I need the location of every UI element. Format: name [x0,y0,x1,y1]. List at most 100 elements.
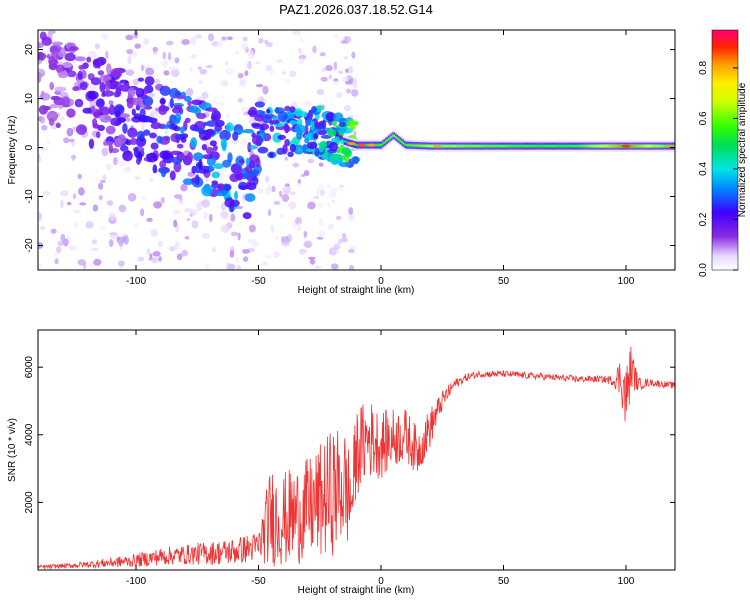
heatmap-cell [220,211,229,219]
heatmap-cell [190,137,198,148]
heatmap-cell [61,96,71,107]
heatmap-cell [242,212,252,220]
heatmap-cell [321,155,329,160]
heatmap-cell [271,185,276,193]
heatmap-cell [303,170,310,177]
heatmap-cell [201,232,211,239]
heatmap-cell [126,49,134,55]
heatmap-cell [186,87,194,97]
heatmap-cell [226,36,233,41]
heatmap-cell [321,67,326,72]
heatmap-cell [496,144,499,148]
heatmap-cell [203,211,208,220]
heatmap-cell [137,77,144,82]
heatmap-cell [40,90,45,99]
heatmap-cell [442,144,444,148]
heatmap-cell [173,209,178,214]
heatmap-cell [289,144,296,153]
heatmap-cell [633,144,636,148]
heatmap-cell [69,46,79,51]
heatmap-cell [327,129,337,137]
heatmap-cell [101,147,109,157]
heatmap-cell [483,144,486,148]
heatmap-cell [431,144,434,148]
heatmap-cell [487,144,490,148]
heatmap-cell [294,124,306,134]
heatmap-cell [198,159,203,170]
heatmap-cell [170,150,182,156]
heatmap-cell [499,144,502,148]
heatmap-cell [173,219,178,228]
heatmap-cell [546,144,549,148]
heatmap-cell [540,144,543,148]
heatmap-cell [601,144,603,148]
heatmap-cell [489,144,492,148]
heatmap-cell [352,156,359,165]
heatmap-cell [348,207,354,215]
colorbar-tick-label: 0.4 [698,162,709,176]
heatmap-cell [349,120,356,131]
heatmap-cell [505,144,508,148]
heatmap-cell [205,147,214,155]
heatmap-cell [38,72,42,83]
heatmap-cell [642,144,644,148]
heatmap-cell [282,71,286,75]
heatmap-cell [60,200,64,209]
heatmap-cell [270,224,275,233]
heatmap-cell [521,144,524,148]
heatmap-cell [201,185,213,197]
heatmap-cell [242,129,255,134]
heatmap-cell [328,223,335,230]
heatmap-cell [202,135,212,140]
heatmap-cell [242,249,250,254]
heatmap-cell [331,199,336,203]
heatmap-cell [202,121,208,127]
heatmap-cell [166,40,174,46]
heatmap-cell [297,222,302,230]
heatmap-cell [230,213,236,222]
heatmap-cell [240,106,249,112]
heatmap-cell [392,134,395,137]
heatmap-cell [300,111,308,118]
y-tick-label: -10 [24,189,35,204]
heatmap-cell [481,144,484,148]
heatmap-cell [474,144,477,148]
heatmap-cell [545,144,547,148]
heatmap-cell [136,130,145,140]
heatmap-cell [126,99,134,109]
heatmap-cell [79,202,87,206]
heatmap-cell [135,136,147,147]
heatmap-cell [243,256,249,263]
heatmap-cell [104,80,111,91]
heatmap-cell [106,200,114,206]
heatmap-cell [493,144,496,148]
heatmap-cell [303,230,308,238]
heatmap-cell [156,135,163,144]
heatmap-cell [63,238,69,247]
heatmap-cell [414,144,417,147]
heatmap-cell [398,138,400,141]
heatmap-cell [66,108,76,118]
heatmap-cell [618,144,621,148]
heatmap-cell [555,144,558,148]
heatmap-cell [40,226,46,230]
heatmap-cell [266,108,271,114]
heatmap-cell [87,90,99,100]
heatmap-cell [159,85,171,97]
heatmap-cell [39,116,46,124]
heatmap-cell [571,144,574,148]
heatmap-cell [512,144,515,148]
heatmap-cell [304,124,309,135]
heatmap-cell [66,127,74,137]
heatmap-cell [509,144,512,148]
heatmap-cell [144,116,154,123]
heatmap-cell [230,139,239,145]
heatmap-cell [347,142,356,146]
heatmap-cell [303,101,312,107]
heatmap-cell [479,144,481,148]
heatmap-cell [595,144,597,148]
heatmap-cell [666,144,675,148]
heatmap-cell [561,144,564,148]
heatmap-cell [129,137,138,146]
heatmap-cell [147,248,150,255]
